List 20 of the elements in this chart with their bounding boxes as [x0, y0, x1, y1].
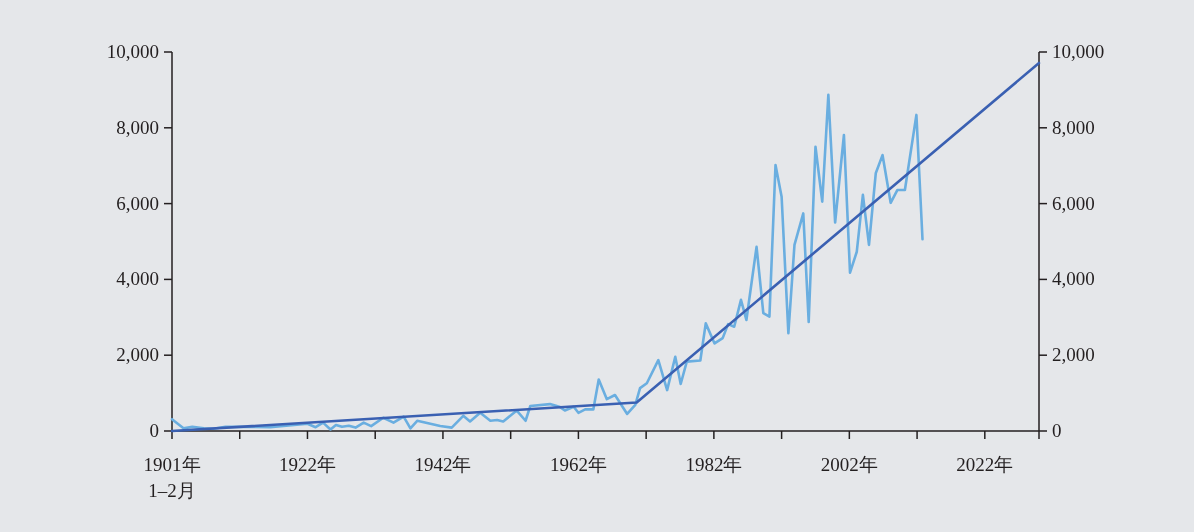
x-tick-label: 1962年: [549, 454, 607, 475]
x-tick-label: 1942年: [414, 454, 472, 475]
y2-tick-label: 6,000: [1052, 192, 1095, 214]
line-series: [170, 93, 924, 431]
y-tick-label: 2,000: [116, 344, 159, 366]
y-tick-label: 8,000: [116, 116, 159, 138]
y-tick-label: 4,000: [116, 268, 159, 290]
y2-tick-label: 10,000: [1052, 41, 1105, 62]
y2-tick-label: 8,000: [1052, 116, 1095, 138]
x-tick-label: 2022年: [956, 454, 1014, 475]
y-tick-label: 10,000: [106, 41, 159, 62]
y-tick-label: 6,000: [116, 192, 159, 214]
x-tick-label: 1901年 1–2月: [143, 454, 201, 501]
x-tick-label: 1982年: [685, 454, 743, 475]
x-tick-label: 2002年: [820, 454, 878, 475]
y2-tick-label: 4,000: [1052, 268, 1095, 290]
x-tick-label: 1922年: [278, 454, 336, 475]
y2-tick-label: 2,000: [1052, 344, 1095, 366]
y2-tick-label: 0: [1052, 420, 1062, 441]
y-tick-label: 0: [149, 420, 159, 441]
